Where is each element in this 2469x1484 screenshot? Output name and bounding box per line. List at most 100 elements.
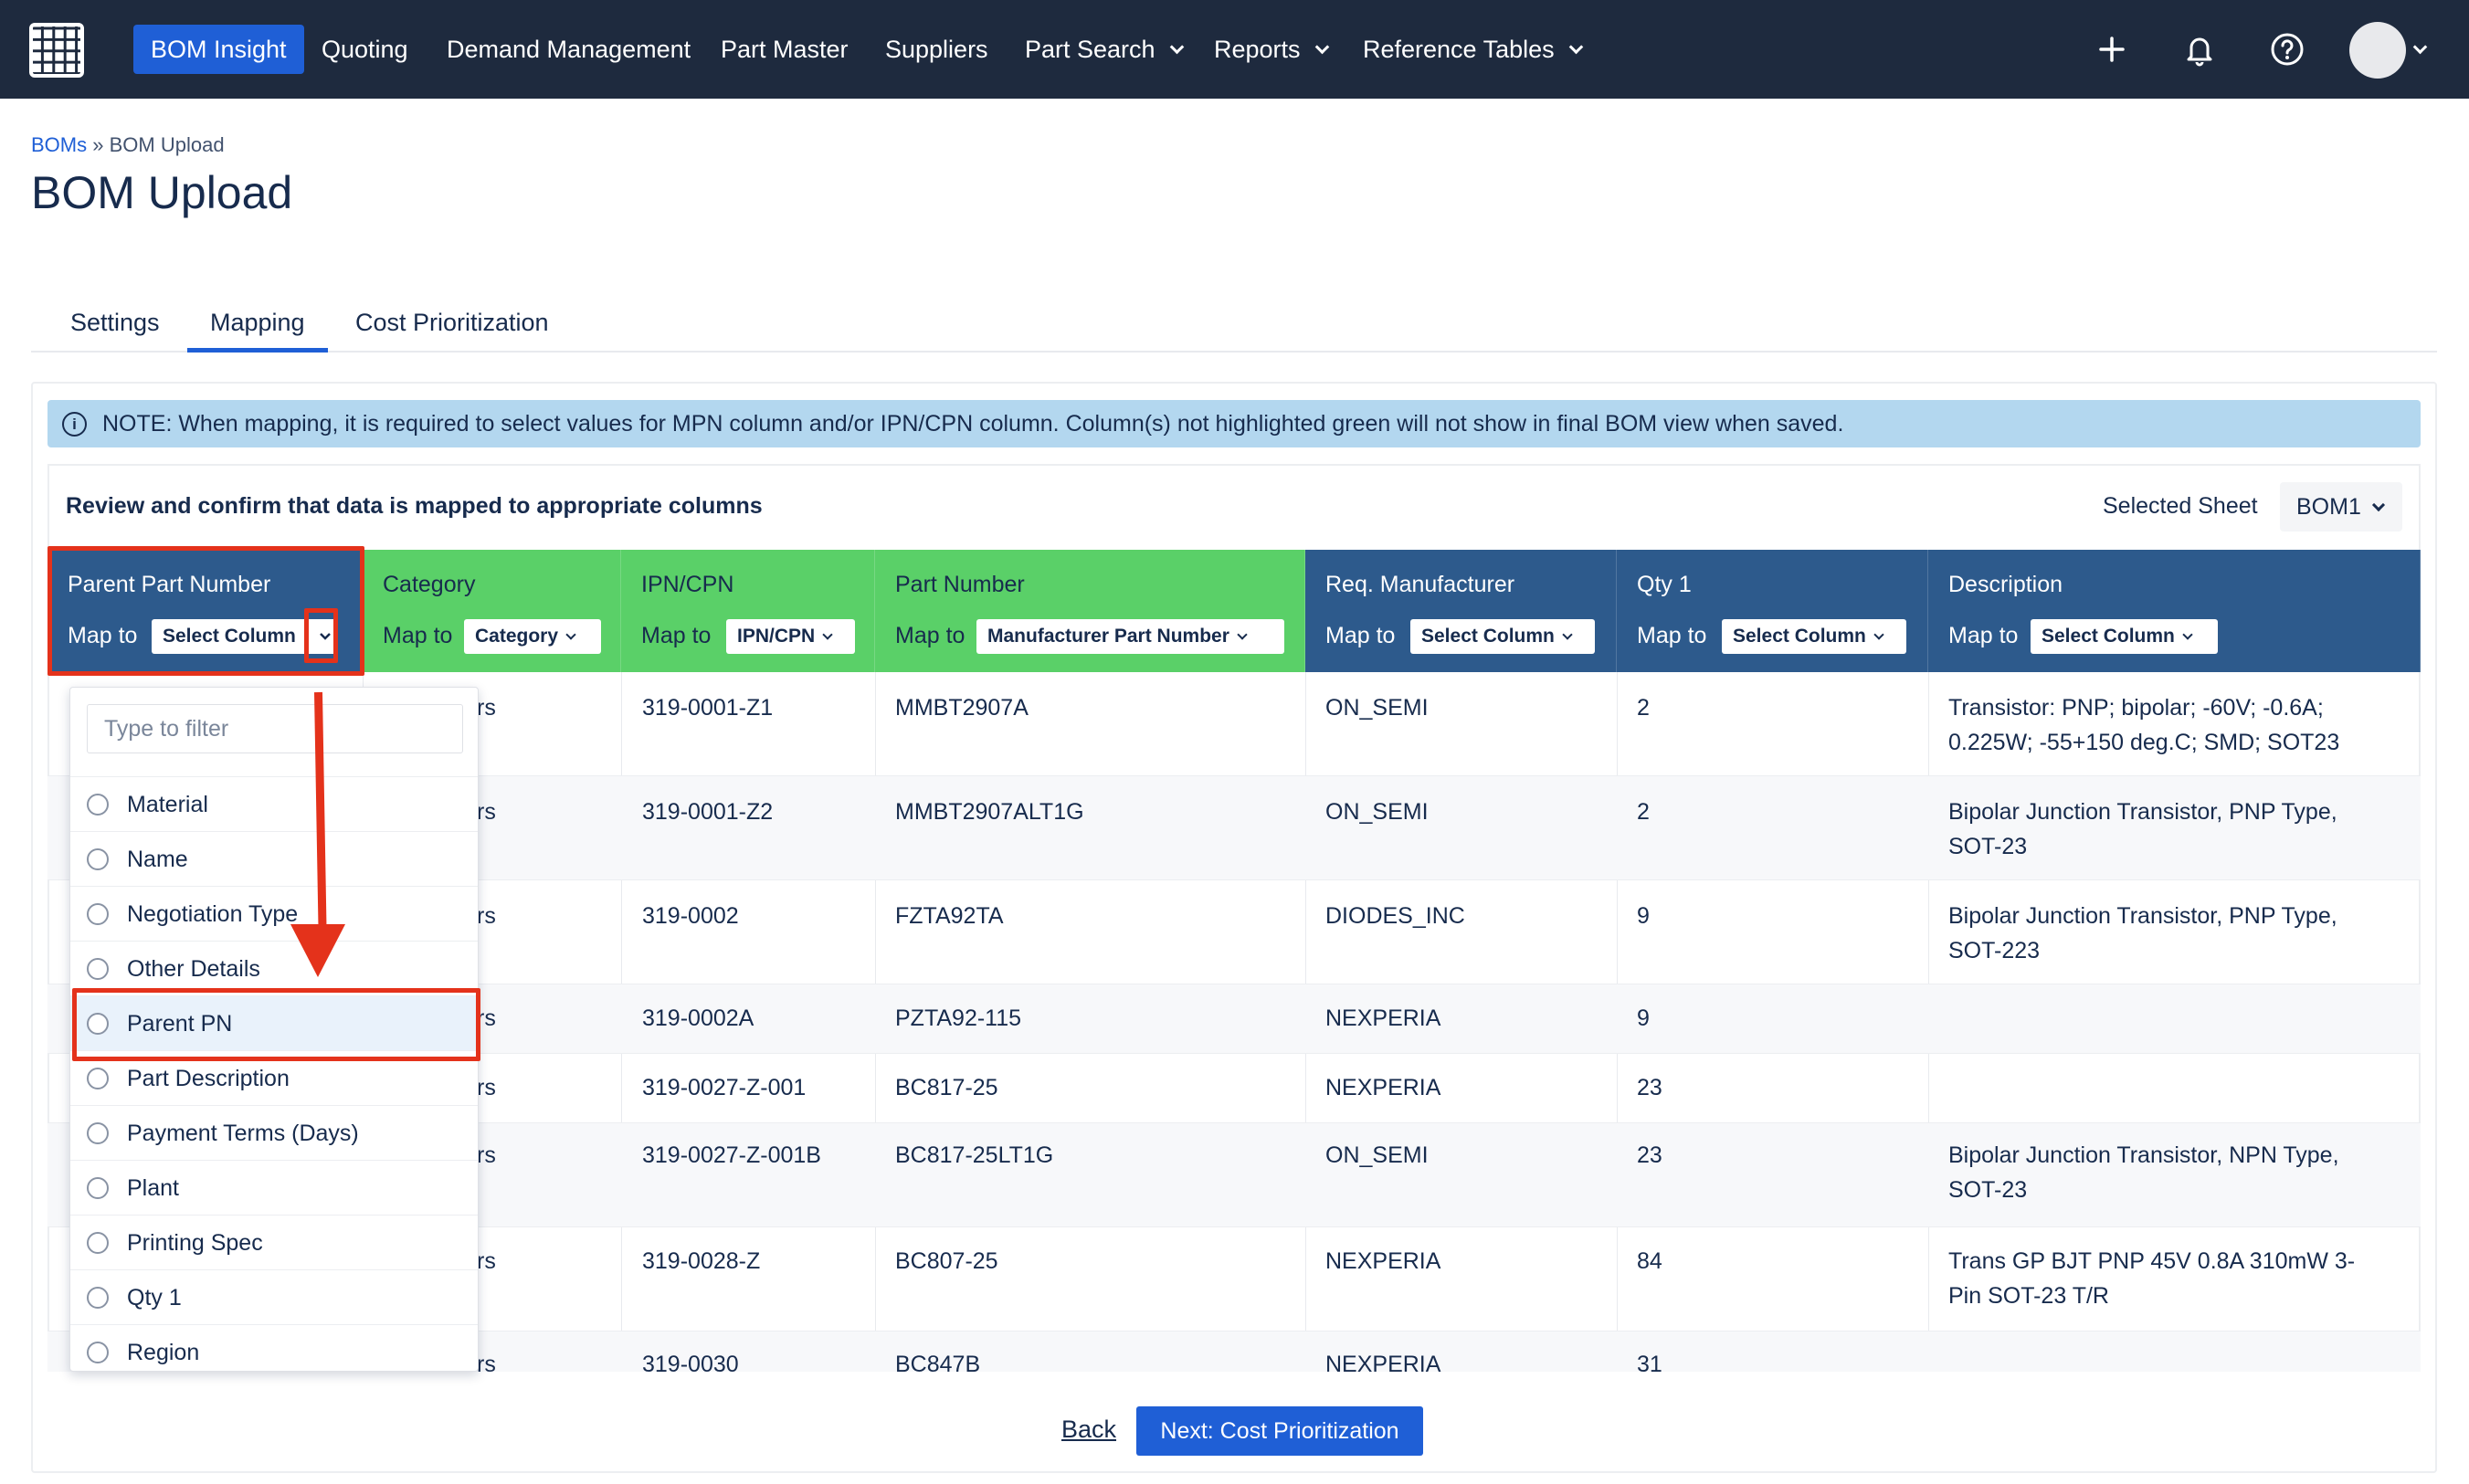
nav-part-master[interactable]: Part Master bbox=[721, 36, 849, 63]
selected-sheet-dropdown[interactable]: BOM1 bbox=[2280, 482, 2402, 532]
cell-category: rs bbox=[477, 903, 496, 929]
dropdown-option-name[interactable]: Name bbox=[70, 831, 478, 886]
page-title: BOM Upload bbox=[31, 167, 293, 218]
info-icon: i bbox=[62, 412, 87, 437]
nav-reports-label: Reports bbox=[1214, 36, 1301, 63]
next-cost-prioritization-button[interactable]: Next: Cost Prioritization bbox=[1136, 1406, 1423, 1456]
nav-demand-management[interactable]: Demand Management bbox=[447, 36, 691, 63]
radio-icon bbox=[87, 1287, 109, 1309]
cell-description: Pin SOT-23 T/R bbox=[1948, 1283, 2109, 1309]
cell-part-number: MMBT2907A bbox=[895, 695, 1029, 721]
column-title: Qty 1 bbox=[1637, 572, 1692, 597]
cell-manufacturer: NEXPERIA bbox=[1325, 1075, 1441, 1100]
nav-reference-tables-label: Reference Tables bbox=[1363, 36, 1555, 63]
dropdown-option-region[interactable]: Region bbox=[70, 1324, 478, 1371]
nav-reference-tables[interactable]: Reference Tables bbox=[1363, 25, 1583, 74]
option-label: Region bbox=[127, 1340, 200, 1365]
annotation-arrow-head-icon bbox=[290, 924, 345, 977]
cell-part-number: BC847B bbox=[895, 1352, 981, 1372]
cell-manufacturer: DIODES_INC bbox=[1325, 903, 1465, 929]
select-value: Select Column bbox=[2042, 626, 2175, 647]
map-to-label: Map to bbox=[895, 623, 965, 648]
table-row: rs 319-0027-Z-001 BC817-25 NEXPERIA 23 bbox=[47, 1054, 2421, 1123]
radio-icon bbox=[87, 1013, 109, 1035]
option-label: Part Description bbox=[127, 1066, 290, 1091]
tab-cost-prioritization[interactable]: Cost Prioritization bbox=[355, 309, 549, 336]
chevron-down-icon bbox=[1169, 39, 1184, 55]
chevron-down-icon bbox=[565, 629, 576, 640]
bell-icon[interactable] bbox=[2179, 29, 2220, 69]
column-header-req-manufacturer: Req. Manufacturer Map to Select Column bbox=[1305, 550, 1617, 672]
cell-ipn: 319-0001-Z1 bbox=[642, 695, 774, 721]
review-title: Review and confirm that data is mapped t… bbox=[66, 493, 763, 519]
table-row: rs 319-0028-Z BC807-25 NEXPERIA 84 Trans… bbox=[47, 1227, 2421, 1331]
radio-icon bbox=[87, 903, 109, 925]
mapping-panel bbox=[31, 382, 2437, 1473]
breadcrumb-current: BOM Upload bbox=[109, 133, 225, 156]
tab-settings[interactable]: Settings bbox=[70, 309, 160, 336]
nav-part-search-label: Part Search bbox=[1025, 36, 1155, 63]
cell-manufacturer: NEXPERIA bbox=[1325, 1248, 1441, 1274]
dropdown-option-plant[interactable]: Plant bbox=[70, 1160, 478, 1215]
highlight-box-parent-pn-option bbox=[72, 988, 480, 1061]
chevron-down-icon bbox=[1568, 39, 1583, 55]
nav-part-search[interactable]: Part Search bbox=[1025, 25, 1184, 74]
cell-part-number: BC807-25 bbox=[895, 1248, 998, 1274]
radio-icon bbox=[87, 848, 109, 870]
cell-part-number: FZTA92TA bbox=[895, 903, 1004, 929]
app-grid-logo-icon[interactable] bbox=[29, 23, 84, 78]
cell-qty: 84 bbox=[1637, 1248, 1662, 1274]
column-title: Category bbox=[383, 572, 476, 597]
dropdown-option-qty-1[interactable]: Qty 1 bbox=[70, 1269, 478, 1324]
plus-icon[interactable] bbox=[2092, 29, 2132, 69]
option-label: Payment Terms (Days) bbox=[127, 1121, 359, 1146]
nav-reports[interactable]: Reports bbox=[1214, 25, 1329, 74]
option-label: Material bbox=[127, 792, 208, 817]
map-select-part-number[interactable]: Manufacturer Part Number bbox=[976, 619, 1284, 654]
column-title: Req. Manufacturer bbox=[1325, 572, 1515, 597]
chevron-down-icon[interactable] bbox=[316, 629, 334, 644]
radio-icon bbox=[87, 958, 109, 980]
map-select-req-manufacturer[interactable]: Select Column bbox=[1410, 619, 1595, 654]
cell-ipn: 319-0030 bbox=[642, 1352, 739, 1372]
cell-description: Bipolar Junction Transistor, NPN Type, bbox=[1948, 1142, 2339, 1168]
map-select-ipn-cpn[interactable]: IPN/CPN bbox=[726, 619, 855, 654]
dropdown-option-parent-pn[interactable]: Parent PN bbox=[70, 995, 478, 1050]
nav-quoting[interactable]: Quoting bbox=[322, 36, 408, 63]
dropdown-filter-input[interactable]: Type to filter bbox=[87, 704, 463, 753]
dropdown-option-printing-spec[interactable]: Printing Spec bbox=[70, 1215, 478, 1269]
chevron-down-icon bbox=[1873, 629, 1884, 640]
dropdown-option-negotiation-type[interactable]: Negotiation Type bbox=[70, 886, 478, 941]
cell-description: 0.225W; -55+150 deg.C; SMD; SOT23 bbox=[1948, 730, 2340, 755]
back-link[interactable]: Back bbox=[1061, 1416, 1117, 1443]
column-title: Part Number bbox=[895, 572, 1025, 597]
column-title: Description bbox=[1948, 572, 2063, 597]
nav-bom-insight[interactable]: BOM Insight bbox=[133, 25, 304, 74]
dropdown-option-part-description[interactable]: Part Description bbox=[70, 1050, 478, 1105]
dropdown-option-payment-terms[interactable]: Payment Terms (Days) bbox=[70, 1105, 478, 1160]
cell-manufacturer: ON_SEMI bbox=[1325, 695, 1429, 721]
column-select-dropdown: Type to filter Material Name Negotiation… bbox=[69, 687, 479, 1372]
map-select-category[interactable]: Category bbox=[464, 619, 601, 654]
cell-qty: 31 bbox=[1637, 1352, 1662, 1372]
dropdown-option-other-details[interactable]: Other Details bbox=[70, 941, 478, 995]
cell-category: rs bbox=[477, 1005, 496, 1031]
map-select-qty-1[interactable]: Select Column bbox=[1722, 619, 1906, 654]
option-label: Printing Spec bbox=[127, 1230, 263, 1256]
user-avatar[interactable] bbox=[2349, 22, 2406, 79]
cell-part-number: PZTA92-115 bbox=[895, 1005, 1022, 1031]
map-to-label: Map to bbox=[383, 623, 453, 648]
dropdown-option-material[interactable]: Material bbox=[70, 776, 478, 831]
map-select-description[interactable]: Select Column bbox=[2031, 619, 2218, 654]
breadcrumb-separator: » bbox=[92, 133, 104, 156]
nav-suppliers[interactable]: Suppliers bbox=[885, 36, 988, 63]
tab-mapping[interactable]: Mapping bbox=[187, 300, 328, 353]
column-title: IPN/CPN bbox=[641, 572, 734, 597]
help-icon[interactable] bbox=[2267, 29, 2307, 69]
radio-icon bbox=[87, 1068, 109, 1089]
chevron-down-icon[interactable] bbox=[2412, 39, 2428, 55]
option-label: Other Details bbox=[127, 956, 260, 982]
tab-bar: Settings Mapping Cost Prioritization bbox=[31, 290, 2437, 353]
highlight-box-dropdown-toggle bbox=[304, 608, 338, 663]
breadcrumb-boms-link[interactable]: BOMs bbox=[31, 133, 88, 156]
